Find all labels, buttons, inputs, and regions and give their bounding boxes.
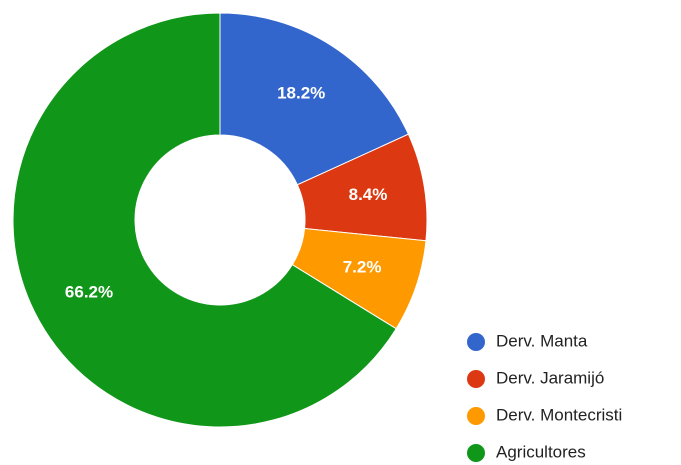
value-label: 8.4% — [349, 185, 388, 204]
legend-swatch — [467, 333, 485, 351]
legend-label: Derv. Jaramijó — [496, 368, 604, 387]
legend-swatch — [467, 444, 485, 462]
value-label: 18.2% — [277, 83, 325, 102]
slice — [219, 12, 410, 186]
slice — [12, 12, 397, 428]
legend-swatch — [467, 407, 485, 425]
value-label: 7.2% — [343, 258, 382, 277]
legend-swatch — [467, 370, 485, 388]
legend-label: Derv. Montecristi — [496, 405, 622, 424]
legend-label: Agricultores — [496, 442, 586, 461]
value-label: 66.2% — [65, 283, 113, 302]
legend-label: Derv. Manta — [496, 331, 588, 350]
